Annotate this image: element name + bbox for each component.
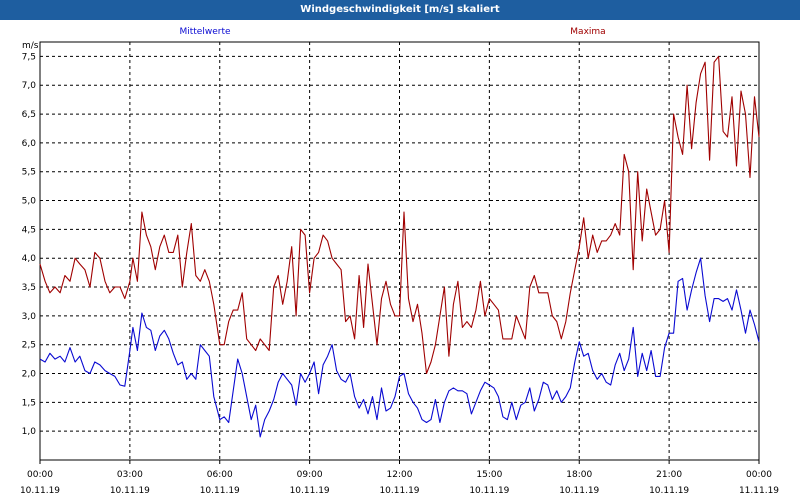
y-tick-label: 2,0: [22, 370, 37, 380]
y-tick-label: 7,0: [22, 81, 37, 91]
grid-lines: [39, 42, 760, 464]
x-tick-time-label: 21:00: [656, 470, 682, 480]
legend-mittelwerte: Mittelwerte: [179, 27, 230, 37]
axis-labels: m/s 1,0 1,5 2,0 2,5 3,0 3,5 4,0 4,5 5,0 5,5 6,0 6,5…: [20, 41, 779, 496]
legend-maxima: Maxima: [570, 27, 605, 37]
x-tick-time-label: 03:00: [117, 470, 143, 480]
y-tick-label: 5,5: [22, 168, 36, 178]
x-tick-date-label: 10.11.19: [110, 486, 150, 496]
x-tick-time-label: 00:00: [27, 470, 53, 480]
series-layer: [39, 55, 760, 438]
y-tick-label: 7,5: [22, 52, 36, 62]
wind-speed-chart: m/s 1,0 1,5 2,0 2,5 3,0 3,5 4,0 4,5 5,0 5,5 6,0 6,5…: [20, 27, 779, 496]
x-tick-date-label: 10.11.19: [379, 486, 419, 496]
y-tick-label: 6,5: [22, 110, 36, 120]
y-tick-label: 5,0: [22, 197, 37, 207]
window-title: Windgeschwindigkeit [m/s] skaliert: [0, 0, 800, 20]
series-line-maxima: [39, 55, 760, 375]
x-tick-time-label: 15:00: [476, 470, 502, 480]
series-line-mittelwerte: [39, 257, 760, 438]
y-tick-label: 3,0: [22, 312, 37, 322]
x-tick-date-label: 10.11.19: [469, 486, 509, 496]
y-tick-label: 6,0: [22, 139, 37, 149]
x-tick-date-label: 10.11.19: [290, 486, 330, 496]
legend: Mittelwerte Maxima: [179, 27, 605, 37]
x-tick-date-label: 11.11.19: [739, 486, 779, 496]
x-tick-date-label: 10.11.19: [649, 486, 689, 496]
x-tick-time-label: 00:00: [746, 470, 772, 480]
x-tick-date-label: 10.11.19: [200, 486, 240, 496]
y-axis-unit-label: m/s: [22, 41, 39, 51]
x-tick-date-label: 10.11.19: [20, 486, 60, 496]
x-tick-time-label: 18:00: [566, 470, 592, 480]
y-tick-label: 4,5: [22, 225, 36, 235]
y-tick-label: 4,0: [22, 254, 37, 264]
x-tick-time-label: 06:00: [207, 470, 233, 480]
y-tick-label: 3,5: [22, 283, 36, 293]
x-tick-time-label: 09:00: [297, 470, 323, 480]
x-tick-date-label: 10.11.19: [559, 486, 599, 496]
y-tick-label: 1,0: [22, 427, 37, 437]
x-tick-time-label: 12:00: [387, 470, 413, 480]
y-tick-label: 2,5: [22, 341, 36, 351]
y-tick-label: 1,5: [22, 398, 36, 408]
